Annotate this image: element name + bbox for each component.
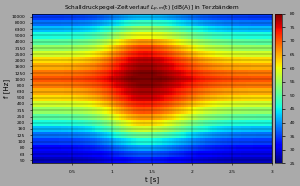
- Y-axis label: f [Hz]: f [Hz]: [4, 79, 10, 98]
- X-axis label: t [s]: t [s]: [145, 176, 159, 182]
- Title: Schalldruckpegel-Zeitverlauf $L_{p,m}$(t) [dB(A)] in Terzbändern: Schalldruckpegel-Zeitverlauf $L_{p,m}$(t…: [64, 4, 240, 14]
